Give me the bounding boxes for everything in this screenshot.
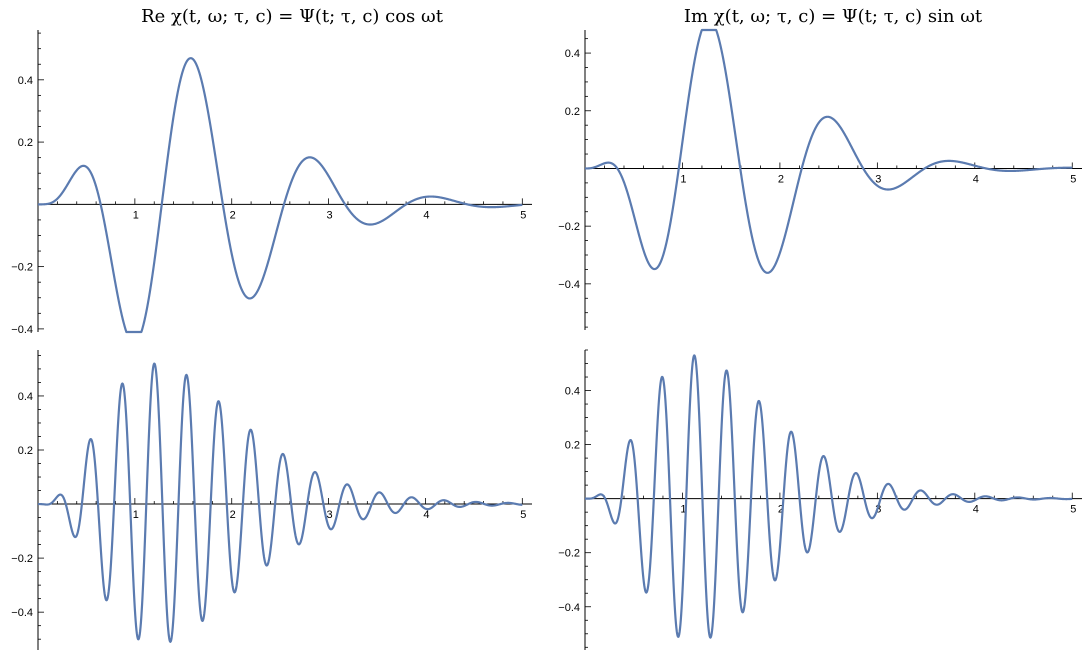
- plot-bottom-left: 1 2 3 4 5 0.4 0.2 −0.2 −0.4: [11, 350, 532, 650]
- y-tick-label: 0.2: [18, 445, 33, 457]
- x-tick-label: 4: [423, 509, 429, 521]
- series-line: [584, 354, 1073, 639]
- left-column-title: Re χ(t, ω; τ, c) = Ψ(t; τ, c) cos ωt: [141, 6, 444, 27]
- x-tick-label: 5: [1070, 173, 1076, 185]
- x-tick-label: 3: [327, 509, 333, 521]
- x-tick-label: 1: [680, 504, 686, 516]
- x-tick-label: 5: [520, 209, 526, 221]
- y-tick-label: −0.4: [558, 279, 580, 291]
- y-tick-label: 0.2: [565, 440, 580, 452]
- y-tick-label: 0.2: [565, 106, 580, 118]
- y-tick-label: −0.4: [558, 602, 580, 614]
- x-tick-label: 5: [520, 509, 526, 521]
- y-tick-label: 0.4: [565, 386, 580, 398]
- x-tick-label: 2: [230, 209, 236, 221]
- plot-top-right: 1 2 3 4 5 0.4 0.2 −0.2 −0.4: [558, 28, 1082, 330]
- y-tick-label: −0.2: [11, 262, 33, 274]
- y-tick-label: −0.2: [558, 221, 580, 233]
- x-tick-label: 4: [973, 504, 979, 516]
- series-line: [584, 28, 1073, 274]
- x-tick-label: 5: [1070, 504, 1076, 516]
- right-column-title: Im χ(t, ω; τ, c) = Ψ(t; τ, c) sin ωt: [684, 6, 983, 27]
- plot-top-left: 1 2 3 4 5 0.4 0.2 −0.2 −0.4: [11, 30, 532, 336]
- x-tick-label: 3: [327, 209, 333, 221]
- x-tick-label: 3: [875, 173, 881, 185]
- y-tick-label: 0.4: [565, 48, 580, 60]
- plot-bottom-right: 1 2 3 4 5 0.4 0.2 −0.2 −0.4: [558, 349, 1082, 650]
- y-tick-label: −0.2: [558, 548, 580, 560]
- x-tick-label: 2: [778, 173, 784, 185]
- x-tick-label: 4: [423, 209, 429, 221]
- y-tick-label: −0.4: [11, 324, 33, 336]
- y-tick-label: −0.4: [11, 607, 33, 619]
- x-tick-label: 3: [875, 504, 881, 516]
- y-tick-label: 0.4: [18, 75, 33, 87]
- x-tick-label: 4: [973, 173, 979, 185]
- series-line: [37, 362, 524, 643]
- y-tick-label: 0.4: [18, 391, 33, 403]
- x-tick-label: 1: [133, 209, 139, 221]
- y-tick-label: −0.2: [11, 553, 33, 565]
- y-tick-label: 0.2: [18, 137, 33, 149]
- series-line: [37, 57, 524, 334]
- x-tick-label: 1: [680, 173, 686, 185]
- x-tick-label: 1: [133, 509, 139, 521]
- x-tick-label: 2: [778, 504, 784, 516]
- x-tick-label: 2: [230, 509, 236, 521]
